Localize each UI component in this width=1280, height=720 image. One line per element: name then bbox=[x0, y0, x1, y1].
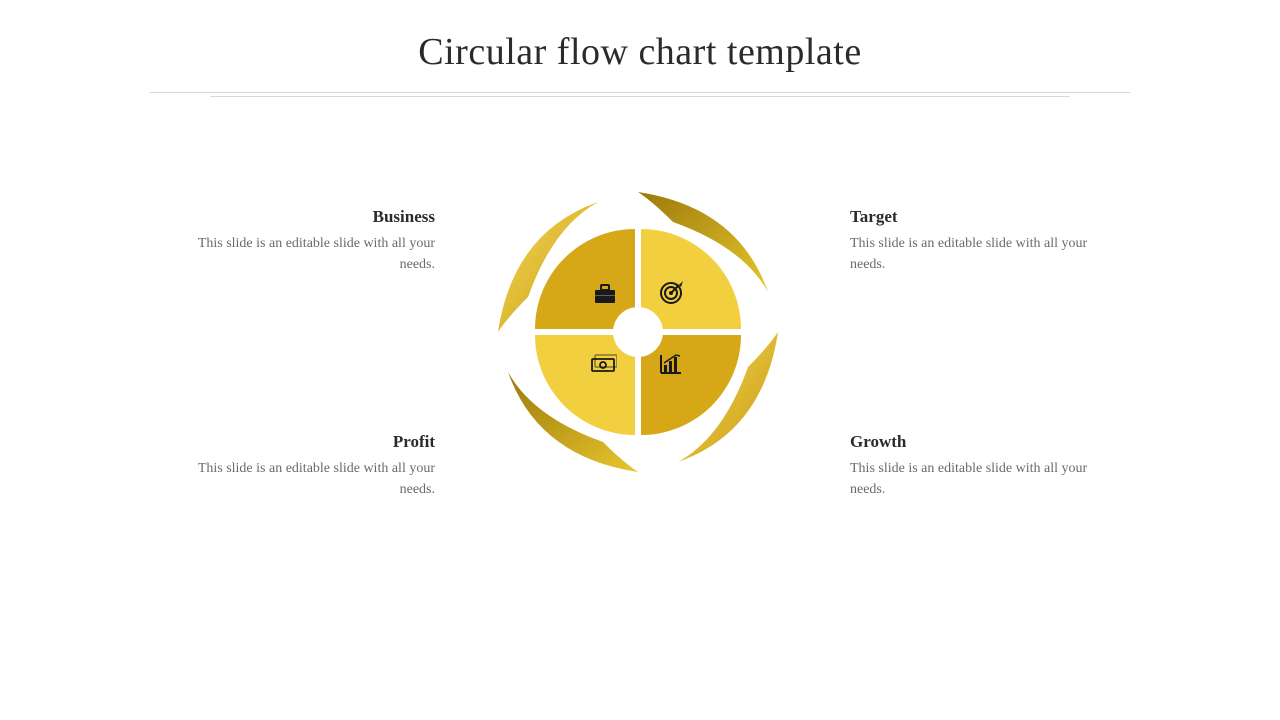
label-title: Profit bbox=[175, 432, 435, 452]
label-desc: This slide is an editable slide with all… bbox=[850, 233, 1110, 275]
page-title: Circular flow chart template bbox=[0, 0, 1280, 92]
circular-flow-diagram bbox=[488, 182, 788, 482]
target-icon bbox=[659, 281, 683, 311]
label-desc: This slide is an editable slide with all… bbox=[850, 458, 1110, 500]
label-desc: This slide is an editable slide with all… bbox=[175, 458, 435, 500]
briefcase-icon bbox=[593, 283, 617, 311]
money-icon bbox=[591, 353, 617, 379]
center-hole bbox=[613, 307, 663, 357]
label-business: Business This slide is an editable slide… bbox=[175, 207, 435, 275]
label-title: Business bbox=[175, 207, 435, 227]
content-area: Business This slide is an editable slide… bbox=[0, 97, 1280, 657]
label-growth: Growth This slide is an editable slide w… bbox=[850, 432, 1110, 500]
label-desc: This slide is an editable slide with all… bbox=[175, 233, 435, 275]
label-title: Growth bbox=[850, 432, 1110, 452]
label-title: Target bbox=[850, 207, 1110, 227]
bar-chart-icon bbox=[659, 353, 683, 381]
divider-outer bbox=[150, 92, 1130, 93]
label-target: Target This slide is an editable slide w… bbox=[850, 207, 1110, 275]
label-profit: Profit This slide is an editable slide w… bbox=[175, 432, 435, 500]
